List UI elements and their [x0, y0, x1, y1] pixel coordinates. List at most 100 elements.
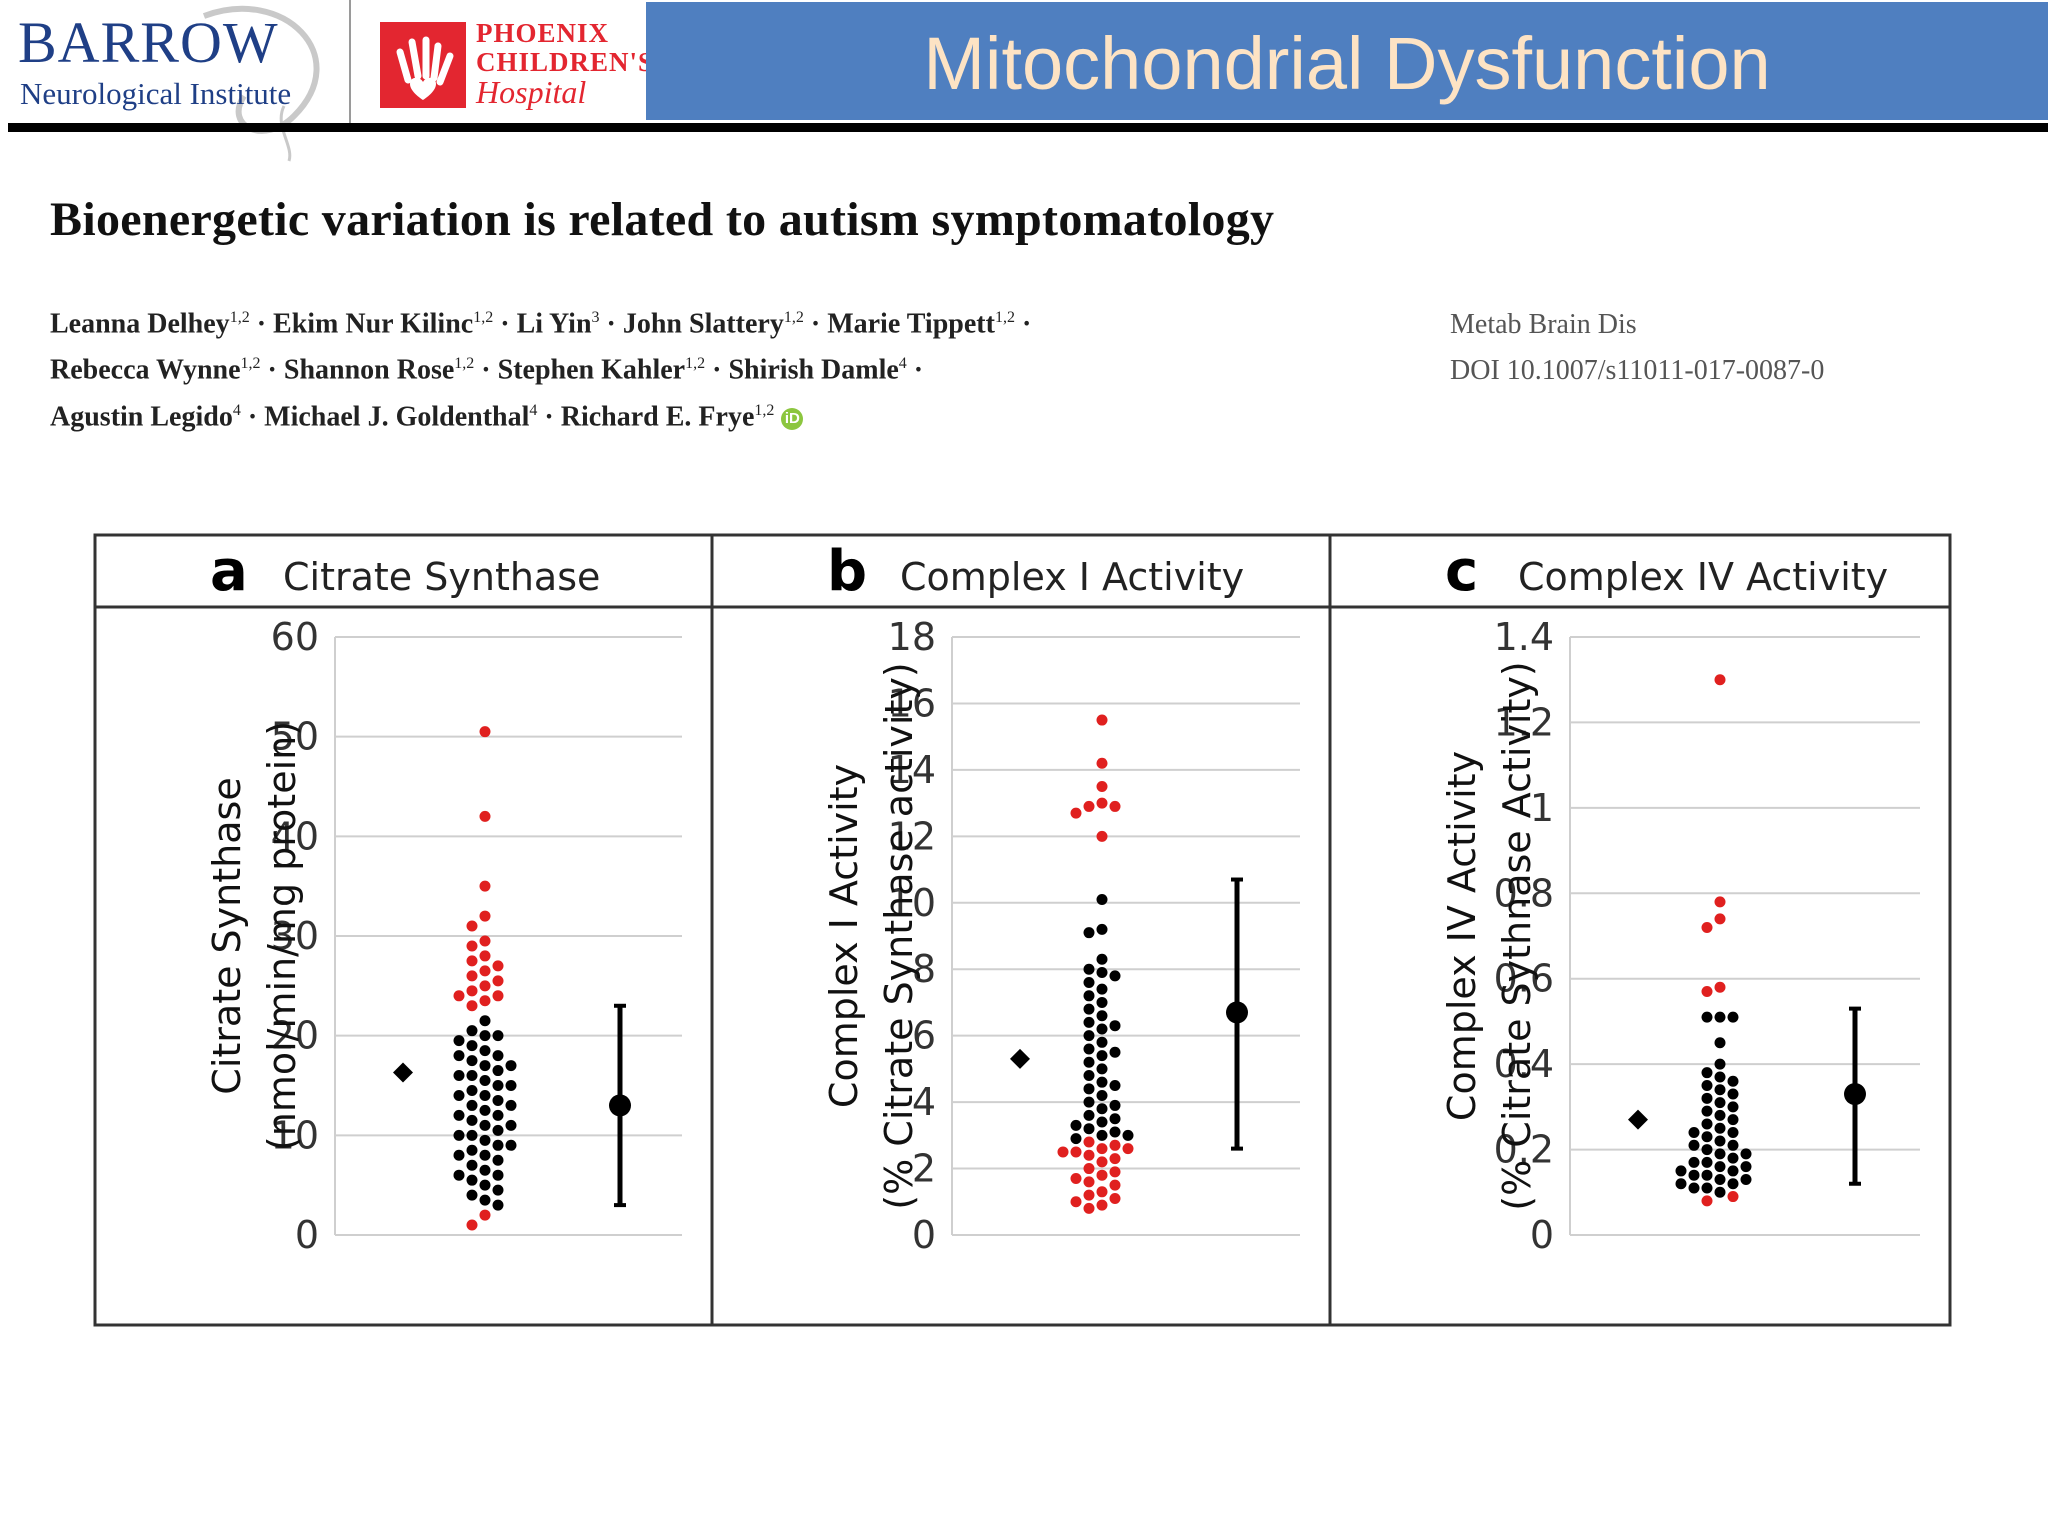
title-bar: Mitochondrial Dysfunction [646, 2, 2048, 120]
data-point [1109, 1020, 1121, 1032]
y-tick-label: 0.8 [1494, 871, 1554, 915]
data-point [1096, 1023, 1108, 1035]
author-name: Michael J. Goldenthal [264, 400, 530, 432]
data-point [1701, 1080, 1713, 1091]
author-line-3: Agustin Legido4 · Michael J. Goldenthal4… [50, 391, 1031, 437]
data-point [466, 1114, 478, 1126]
data-point [1096, 1010, 1108, 1022]
data-point [1714, 1161, 1726, 1173]
panel-title: Complex IV Activity [1518, 555, 1888, 599]
data-point-red [479, 980, 491, 992]
data-point [466, 1144, 478, 1156]
data-point-red [479, 810, 491, 822]
paper-title: Bioenergetic variation is related to aut… [50, 193, 1275, 246]
author-name: John Slattery [622, 308, 784, 340]
data-point [1714, 1084, 1726, 1096]
data-point [1727, 1152, 1739, 1164]
data-point-red [1096, 757, 1108, 769]
author-affiliation: 4 [232, 401, 241, 419]
data-point-red [1096, 1186, 1108, 1198]
data-point-red [1083, 1136, 1095, 1148]
data-point [453, 1149, 465, 1161]
orcid-icon[interactable]: iD [781, 407, 804, 430]
y-tick-label: 0.4 [1494, 1042, 1554, 1086]
author-name: Rebecca Wynne [50, 354, 241, 386]
author-line-1: Leanna Delhey1,2 · Ekim Nur Kilinc1,2 · … [50, 308, 1032, 340]
data-point [1675, 1178, 1687, 1190]
data-point [479, 1015, 491, 1027]
data-point [1727, 1114, 1739, 1126]
data-point [1740, 1173, 1752, 1185]
data-point [453, 1035, 465, 1047]
data-point [1714, 1058, 1726, 1070]
data-point [1083, 1070, 1095, 1082]
figure-frame [93, 533, 1952, 1327]
y-tick-label: 10 [271, 1113, 319, 1157]
data-point [1714, 1109, 1726, 1121]
author-affiliation: 1,2 [685, 355, 706, 373]
data-point [1727, 1101, 1739, 1113]
data-point [505, 1080, 517, 1091]
mean-marker [1844, 1083, 1866, 1106]
data-point [1109, 1113, 1121, 1125]
data-point-red [1109, 1192, 1121, 1204]
y-tick-label: 0.2 [1494, 1128, 1554, 1172]
data-point [492, 1050, 504, 1062]
author-name: Leanna Delhey [50, 308, 230, 340]
journal-name: Metab Brain Dis [1450, 309, 1637, 340]
data-point [479, 1164, 491, 1176]
data-point [1070, 1119, 1082, 1131]
data-point-red [479, 880, 491, 892]
data-point [1727, 1165, 1739, 1177]
author-affiliation: 4 [898, 355, 907, 373]
data-point [1109, 1080, 1121, 1091]
data-point [1096, 953, 1108, 965]
data-point-red [1083, 1163, 1095, 1175]
header-rule [8, 123, 2048, 132]
author-affiliation: 4 [529, 401, 538, 419]
data-point [1096, 1129, 1108, 1141]
data-point [1096, 1076, 1108, 1088]
data-point [1083, 1056, 1095, 1068]
data-point [505, 1139, 517, 1151]
y-axis-label-units: (% Citrate Synthase activity) [877, 662, 921, 1209]
data-point [1096, 1063, 1108, 1075]
panel-title: Complex I Activity [900, 555, 1244, 599]
data-point-red [1070, 1173, 1082, 1185]
data-point [492, 1065, 504, 1077]
data-point-red [479, 965, 491, 977]
data-point [1714, 1173, 1726, 1185]
data-point [492, 1030, 504, 1042]
panel-letter: b [827, 539, 867, 604]
data-point [492, 1124, 504, 1136]
data-point [492, 1094, 504, 1106]
reference-marker [1628, 1109, 1648, 1130]
author-name: Shannon Rose [283, 354, 455, 386]
data-point [492, 1169, 504, 1181]
data-point [479, 1060, 491, 1072]
data-point [1109, 1099, 1121, 1111]
data-point [453, 1129, 465, 1141]
data-point-red [479, 950, 491, 962]
data-point [1714, 1122, 1726, 1134]
data-point [1083, 990, 1095, 1002]
data-point [1740, 1148, 1752, 1160]
data-point [1688, 1182, 1700, 1194]
panel-letter: a [210, 539, 248, 604]
data-point-red [492, 990, 504, 1002]
data-point [1701, 1156, 1713, 1168]
data-point [1096, 967, 1108, 979]
data-point-red [466, 1000, 478, 1012]
data-point-red [492, 975, 504, 987]
author-name: Shirish Damle [728, 354, 899, 386]
data-point-red [479, 726, 491, 738]
data-point-red [479, 995, 491, 1007]
data-point-red [1083, 1189, 1095, 1201]
data-point [1096, 1103, 1108, 1115]
data-point [1096, 1036, 1108, 1048]
data-point [1109, 970, 1121, 982]
data-point [492, 1109, 504, 1121]
data-point-red [466, 920, 478, 932]
data-point-red [1096, 830, 1108, 842]
data-point [1701, 1131, 1713, 1143]
